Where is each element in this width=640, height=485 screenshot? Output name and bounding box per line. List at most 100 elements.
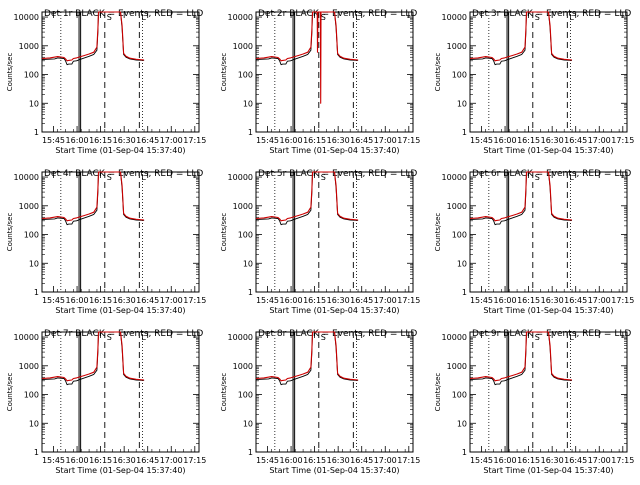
events-series-line (41, 11, 145, 66)
marker-s: S (321, 173, 326, 182)
x-tick-label: 17:00 (588, 296, 611, 305)
detector-panel: Det 8r BLACK = Events, RED = LLD Counts/s… (220, 329, 420, 475)
x-tick-label: 17:15 (611, 296, 634, 305)
marker-s: S (107, 13, 112, 22)
plot-frame (469, 11, 628, 133)
x-tick-label: 16:30 (113, 456, 136, 465)
x-tick-label: 16:00 (280, 136, 303, 145)
x-tick-label: 16:00 (280, 296, 303, 305)
plot-frame (255, 11, 414, 133)
x-tick-label: 17:00 (374, 456, 397, 465)
marker-s: S (107, 333, 112, 342)
y-tick-label: 100 (452, 71, 467, 80)
y-tick-label: 100 (238, 71, 253, 80)
y-tick-label: 1000 (233, 202, 253, 211)
plot-frame (469, 171, 628, 293)
x-axis-label: Start Time (01-Sep-04 15:37:40) (483, 466, 613, 475)
panel-title: Det 2r BLACK = Events, RED = LLD (258, 9, 417, 19)
events-series-line (41, 331, 145, 386)
y-tick-label: 1 (462, 448, 467, 457)
y-tick-label: 10 (243, 419, 253, 428)
x-tick-label: 16:45 (350, 296, 373, 305)
y-tick-label: 1 (34, 288, 39, 297)
y-tick-label: 10 (29, 259, 39, 268)
y-tick-label: 1 (462, 128, 467, 137)
detector-panel: Det 1r BLACK = Events, RED = LLD Counts/s… (6, 9, 206, 155)
x-tick-label: 17:00 (374, 136, 397, 145)
plot-frame (469, 331, 628, 453)
x-tick-label: 16:30 (113, 296, 136, 305)
marker-l: L (355, 333, 360, 342)
x-tick-label: 15:45 (470, 136, 493, 145)
events-series-line (255, 11, 359, 66)
lld-series-line (41, 331, 145, 382)
y-tick-label: 1 (462, 288, 467, 297)
y-tick-label: 100 (238, 391, 253, 400)
y-tick-label: 1000 (19, 42, 39, 51)
marker-l: L (141, 333, 146, 342)
events-series-line (469, 331, 573, 386)
x-tick-label: 16:30 (327, 136, 350, 145)
lld-series-line (255, 331, 359, 382)
x-tick-label: 16:45 (350, 456, 373, 465)
plot-frame (255, 331, 414, 453)
x-tick-label: 17:15 (611, 456, 634, 465)
y-tick-label: 10000 (442, 13, 467, 22)
y-tick-label: 100 (24, 391, 39, 400)
plot-frame (41, 331, 200, 453)
y-tick-label: 100 (452, 391, 467, 400)
y-tick-label: 10000 (442, 173, 467, 182)
events-series-line (469, 171, 573, 226)
x-tick-label: 16:15 (89, 296, 112, 305)
x-tick-label: 16:00 (66, 296, 89, 305)
x-tick-label: 17:00 (588, 456, 611, 465)
marker-s: S (321, 13, 326, 22)
y-tick-label: 10 (243, 99, 253, 108)
x-tick-label: 16:30 (327, 456, 350, 465)
events-series-line (255, 171, 359, 226)
detector-panel: Det 2r BLACK = Events, RED = LLD Counts/s… (220, 9, 420, 155)
x-tick-label: 15:45 (256, 136, 279, 145)
x-tick-label: 17:15 (183, 456, 206, 465)
y-axis-label: Counts/sec (434, 53, 442, 92)
x-axis-label: Start Time (01-Sep-04 15:37:40) (55, 306, 185, 315)
y-tick-label: 1000 (19, 202, 39, 211)
detector-panel: Det 3r BLACK = Events, RED = LLD Counts/s… (434, 9, 634, 155)
marker-l: L (355, 13, 360, 22)
y-axis-label: Counts/sec (220, 53, 228, 92)
x-tick-label: 15:45 (470, 456, 493, 465)
y-tick-label: 10 (29, 419, 39, 428)
y-tick-label: 1 (248, 128, 253, 137)
x-tick-label: 16:45 (350, 136, 373, 145)
x-tick-label: 15:45 (470, 296, 493, 305)
x-tick-label: 16:15 (517, 456, 540, 465)
marker-s: S (321, 333, 326, 342)
plot-frame (255, 171, 414, 293)
panel-title: Det 9r BLACK = Events, RED = LLD (472, 329, 631, 339)
x-tick-label: 16:00 (494, 136, 517, 145)
x-tick-label: 17:15 (611, 136, 634, 145)
x-tick-label: 16:30 (541, 136, 564, 145)
x-tick-label: 17:00 (374, 296, 397, 305)
x-tick-label: 16:00 (66, 456, 89, 465)
y-tick-label: 1000 (447, 42, 467, 51)
detector-panel: Det 5r BLACK = Events, RED = LLD Counts/s… (220, 169, 420, 315)
marker-l: L (569, 333, 574, 342)
y-tick-label: 10 (457, 419, 467, 428)
x-tick-label: 16:00 (66, 136, 89, 145)
y-axis-label: Counts/sec (434, 373, 442, 412)
x-tick-label: 16:15 (303, 296, 326, 305)
y-tick-label: 1000 (233, 362, 253, 371)
x-axis-label: Start Time (01-Sep-04 15:37:40) (55, 146, 185, 155)
y-tick-label: 100 (24, 71, 39, 80)
x-tick-label: 16:45 (136, 136, 159, 145)
y-axis-label: Counts/sec (6, 53, 14, 92)
x-tick-label: 16:00 (280, 456, 303, 465)
panel-title: Det 8r BLACK = Events, RED = LLD (258, 329, 417, 339)
x-tick-label: 16:45 (564, 456, 587, 465)
x-tick-label: 16:30 (113, 136, 136, 145)
marker-l: L (355, 173, 360, 182)
x-axis-label: Start Time (01-Sep-04 15:37:40) (483, 306, 613, 315)
y-tick-label: 1000 (447, 202, 467, 211)
marker-s: S (535, 13, 540, 22)
